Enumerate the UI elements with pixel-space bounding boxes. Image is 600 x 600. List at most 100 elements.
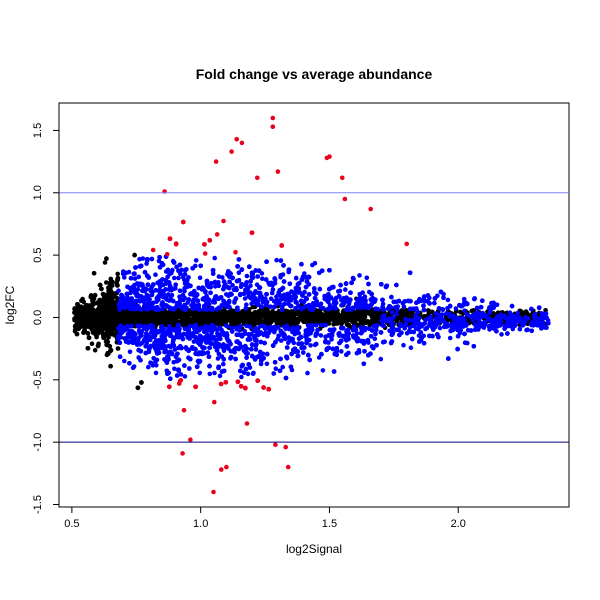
point-black [285,309,291,314]
point-black [519,309,524,315]
point-black [401,309,406,315]
point-black [127,314,133,320]
point-black [296,317,302,323]
point-black [82,318,87,324]
point-black [205,311,210,317]
point-blue [401,342,406,348]
chart-title: Fold change vs average abundance [196,66,433,82]
point-black [85,331,91,336]
point-black [471,308,476,313]
point-black [373,312,379,318]
point-black [97,297,102,303]
point-blue [447,335,453,341]
point-blue [453,306,459,311]
point-black [81,330,86,335]
point-blue [122,358,127,364]
point-black [139,380,144,385]
point-blue [116,288,121,294]
series-black-points [72,252,548,391]
point-black [80,313,86,319]
point-blue [273,366,279,372]
point-blue [193,258,199,263]
point-blue [260,276,265,282]
point-blue [364,275,370,281]
point-black [100,291,106,297]
point-black [75,311,81,317]
point-black [301,312,307,318]
point-black [119,317,124,323]
point-black [245,316,251,322]
point-blue [378,356,384,362]
point-black [172,314,178,319]
point-black [95,343,101,349]
point-blue [339,349,344,354]
point-blue [172,275,177,281]
point-blue [239,374,244,380]
point-blue [172,347,178,352]
point-black [102,315,107,320]
point-black [108,288,113,294]
point-blue [197,370,202,376]
point-black [88,294,94,300]
point-black [141,316,147,322]
point-black [339,314,344,319]
point-blue [245,371,251,377]
point-black [270,312,275,318]
point-blue [144,261,149,266]
point-black [107,319,113,325]
point-black [398,316,403,321]
point-blue [176,275,181,281]
point-black [75,324,80,330]
point-blue [224,323,230,329]
point-blue [182,288,187,294]
point-black [149,315,154,320]
point-black [86,335,92,341]
point-black [167,310,173,316]
point-black [251,319,256,325]
point-black [115,277,120,283]
point-blue [445,297,451,303]
point-black [103,302,109,308]
point-black [262,319,268,325]
point-black [120,313,126,319]
point-black [107,280,113,286]
point-blue [251,370,256,376]
point-blue [153,272,158,278]
point-black [329,312,334,318]
point-black [112,333,118,338]
point-black [75,307,81,312]
point-black [112,294,117,299]
point-black [359,318,365,324]
point-black [99,330,104,335]
point-blue [408,345,414,351]
point-blue [280,364,286,370]
point-blue [313,323,319,328]
point-black [108,276,114,282]
point-blue [359,326,364,332]
point-black [266,312,271,318]
point-black [105,351,111,356]
point-black [180,312,185,318]
point-blue [320,368,326,373]
point-blue [140,256,146,261]
point-black [162,316,167,322]
point-black [221,314,227,319]
point-black [206,317,211,323]
point-black [92,347,98,353]
point-blue [207,371,213,377]
point-black [184,318,190,323]
point-black [426,309,432,314]
point-black [80,306,85,311]
point-black [99,286,104,292]
point-black [369,313,375,319]
point-black [102,334,108,339]
point-black [107,344,113,349]
point-black [166,318,172,323]
point-blue [172,366,177,372]
point-black [234,312,240,318]
point-blue [462,340,468,346]
point-black [262,313,267,319]
point-black [180,318,186,323]
point-blue [310,262,315,268]
